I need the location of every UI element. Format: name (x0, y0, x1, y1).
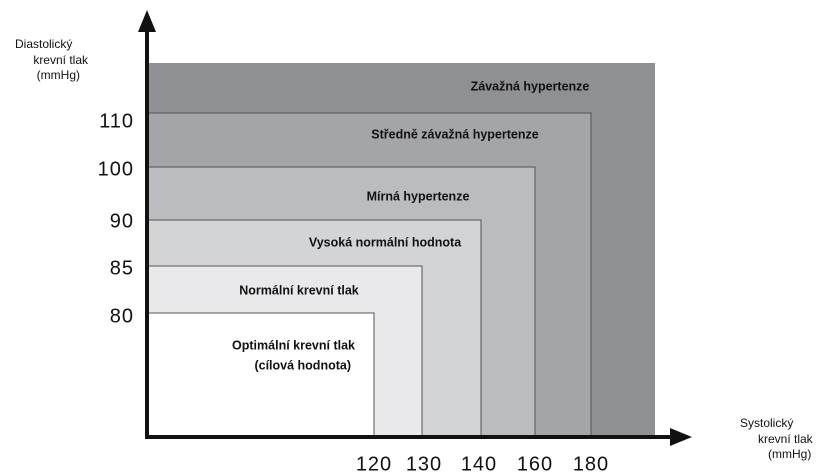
region-label: (cílová hodnota) (254, 358, 351, 372)
region-label: Optimální krevní tlak (232, 338, 355, 352)
y-tick-label: 100 (98, 158, 134, 180)
region-label: Vysoká normální hodnota (309, 235, 462, 249)
y-tick-label: 80 (110, 305, 134, 327)
y-tick-label: 85 (110, 257, 134, 279)
x-axis-label: krevní tlak (758, 432, 814, 446)
x-tick-label: 130 (406, 453, 442, 474)
y-axis-label: Diastolický (15, 37, 72, 51)
x-axis-label: (mmHg) (768, 447, 811, 461)
x-axis-label: Systolický (740, 416, 793, 430)
y-tick-label: 110 (99, 110, 134, 132)
y-axis-arrow (138, 10, 156, 32)
region-label: Normální krevní tlak (239, 283, 359, 297)
y-tick-label: 90 (110, 210, 134, 232)
y-axis-label: krevní tlak (33, 53, 89, 67)
x-tick-label: 120 (356, 453, 392, 474)
x-tick-label: 160 (517, 453, 553, 474)
x-tick-label: 180 (573, 453, 609, 474)
x-tick-label: 140 (461, 453, 497, 474)
x-axis-arrow (670, 428, 692, 446)
region-label: Středně závažná hypertenze (371, 127, 538, 141)
region-label: Závažná hypertenze (471, 79, 590, 93)
y-axis-label: (mmHg) (37, 68, 80, 82)
region-label: Mírná hypertenze (367, 189, 470, 203)
region-optimal (146, 312, 375, 438)
